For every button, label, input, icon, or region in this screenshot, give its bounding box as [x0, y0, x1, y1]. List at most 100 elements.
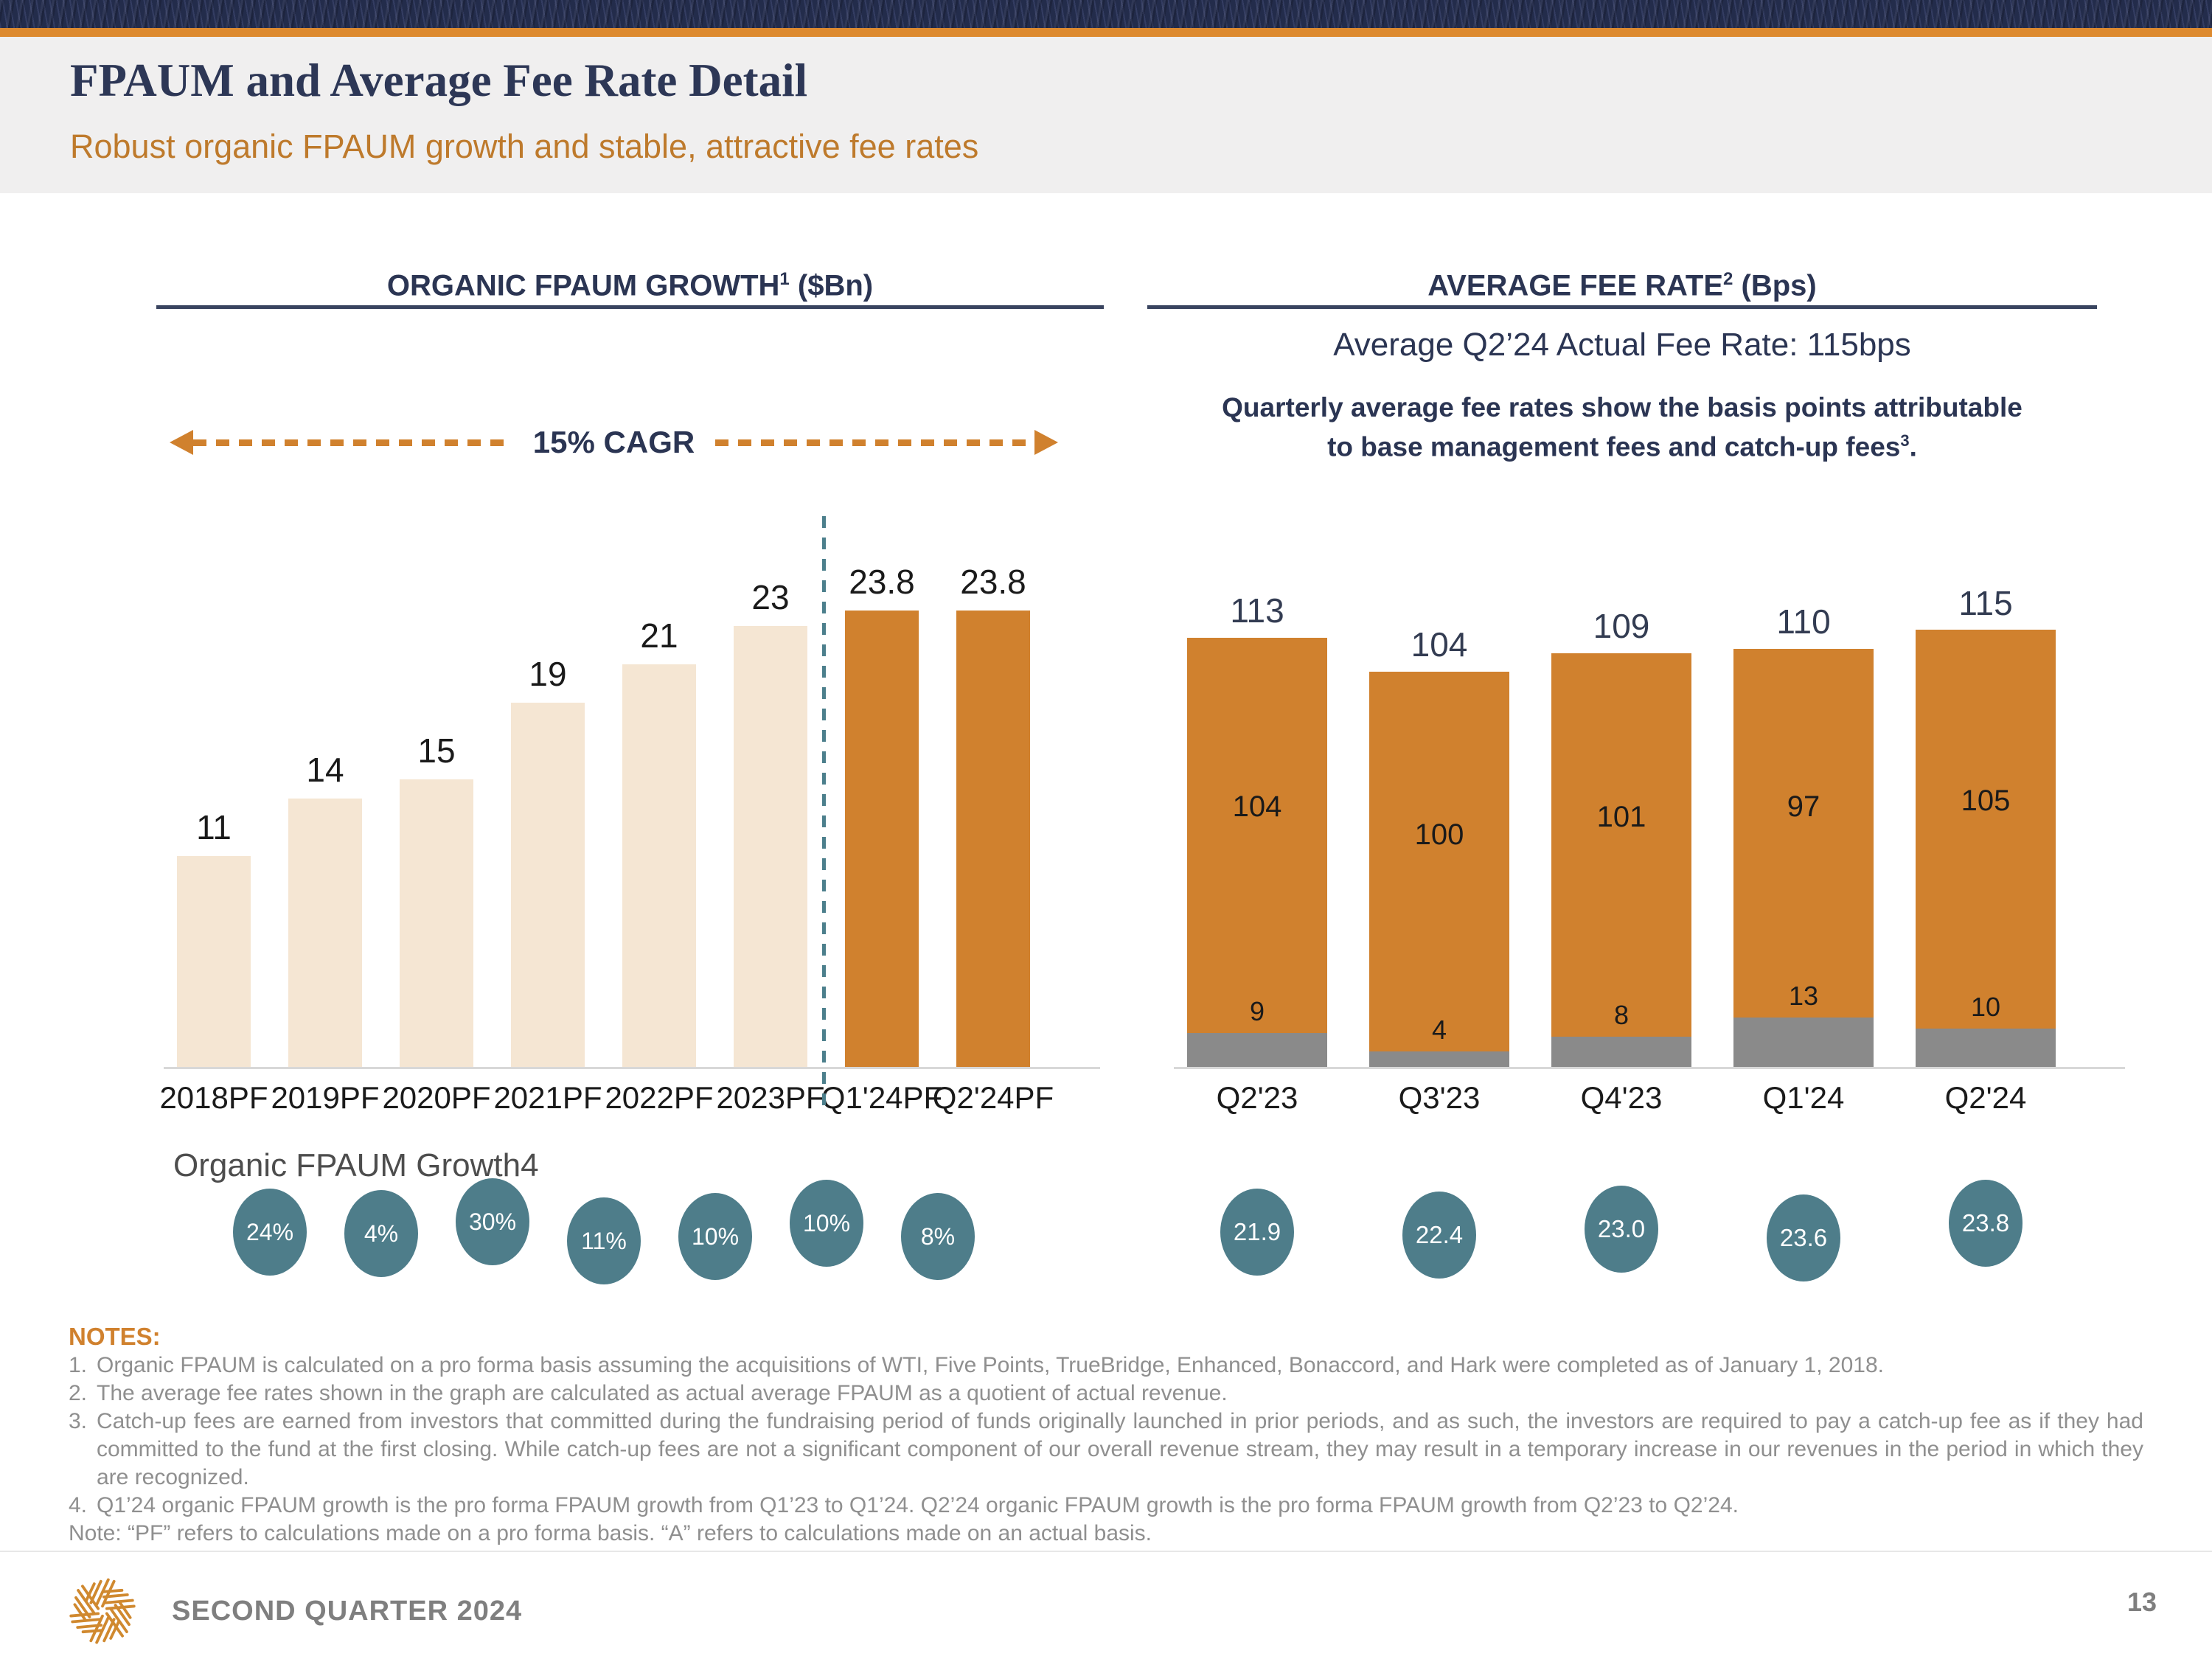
bar-value: 23: [751, 578, 790, 616]
organic-fpaum-chart-plot: 11 2018PF 14 2019PF 15 2020PF 19 2021PF 21 2022PF…: [159, 563, 1106, 1143]
growth-rate-circle: 10%: [790, 1180, 863, 1267]
note-item: 2. The average fee rates shown in the gra…: [69, 1380, 2143, 1408]
company-logo: [61, 1568, 144, 1655]
x-axis-label: 2019PF: [271, 1080, 380, 1115]
note-text: Catch-up fees are earned from investors …: [97, 1409, 2143, 1489]
total-fee-label: 113: [1230, 591, 1284, 630]
note-number: 2.: [69, 1381, 88, 1405]
note-item: Note: “PF” refers to calculations made o…: [69, 1520, 2143, 1548]
footnote-ref-2: 2: [1723, 269, 1733, 289]
left-chart-title: ORGANIC FPAUM GROWTH1 ($Bn): [156, 262, 1104, 302]
total-fee-label: 115: [1958, 584, 2013, 622]
bar-Q2'24PF: [956, 611, 1030, 1067]
growth-rate-circle: 10%: [678, 1193, 752, 1280]
base-fee-segment: [1551, 653, 1691, 1037]
note-number: 4.: [69, 1493, 88, 1517]
note-item: 1. Organic FPAUM is calculated on a pro f…: [69, 1352, 2143, 1380]
bar-2019PF: [288, 799, 362, 1067]
bar-value: 23.8: [849, 563, 915, 601]
note-number: 3.: [69, 1409, 88, 1433]
bar-2018PF: [177, 856, 251, 1067]
bar-2022PF: [622, 664, 696, 1067]
growth-rate-circle: 30%: [456, 1178, 529, 1265]
note-text: The average fee rates shown in the graph…: [97, 1381, 1228, 1405]
left-chart-title-rule: [156, 305, 1104, 309]
footnote-ref-1: 1: [779, 269, 790, 289]
x-axis-label: 2022PF: [605, 1080, 714, 1115]
total-fee-label: 104: [1411, 625, 1468, 664]
pro-forma-separator-dashed-line: [822, 516, 826, 1106]
right-chart-baseline: [1174, 1067, 2125, 1069]
x-axis-label: Q3'23: [1398, 1080, 1481, 1115]
arrow-right-icon: [1034, 430, 1058, 455]
left-chart-baseline: [164, 1067, 1100, 1069]
average-fpaum-circle: 23.0: [1585, 1186, 1658, 1273]
average-fee-rate-chart-plot: 113 104 9 Q2'23 104 100 4 Q3'23 109 101 8 Q4'23 110 9…: [1174, 568, 2131, 1143]
base-fee-segment: [1916, 630, 2056, 1029]
arrow-left-icon: [170, 430, 193, 455]
cagr-dashed-line-left: [193, 439, 512, 446]
actual-fee-rate-line: Average Q2’24 Actual Fee Rate: 115bps: [1333, 327, 1911, 363]
left-chart-title-text: ORGANIC FPAUM GROWTH: [386, 269, 780, 302]
bar-Q1'24PF: [845, 611, 919, 1067]
bar-value: 14: [306, 751, 344, 789]
x-axis-label: 2020PF: [382, 1080, 491, 1115]
top-banner: [0, 0, 2212, 28]
note-item: 4. Q1’24 organic FPAUM growth is the pro …: [69, 1492, 2143, 1520]
x-axis-label: Q2'24: [1944, 1080, 2027, 1115]
bar-2021PF: [511, 703, 585, 1067]
fee-rate-explainer-line2: to base management fees and catch-up fee…: [1147, 424, 2097, 463]
catchup-fee-segment: [1187, 1033, 1327, 1067]
starburst-logo-icon: [66, 1578, 139, 1644]
average-fpaum-circle: 21.9: [1220, 1189, 1294, 1276]
catchup-fee-label: 9: [1249, 996, 1265, 1026]
base-fee-segment: [1369, 672, 1509, 1051]
growth-rate-circle: 4%: [344, 1190, 418, 1277]
catchup-fee-label: 4: [1431, 1015, 1447, 1045]
bar-value: 15: [417, 731, 456, 770]
base-fee-segment: [1187, 638, 1327, 1033]
bar-2023PF: [734, 626, 807, 1067]
left-chart-caption: Organic FPAUM Growth4: [173, 1147, 539, 1183]
right-chart-title-rule: [1147, 305, 2097, 309]
page-subtitle: Robust organic FPAUM growth and stable, …: [70, 128, 979, 165]
bar-value: 23.8: [960, 563, 1026, 601]
left-chart-title-unit: ($Bn): [789, 269, 874, 302]
cagr-label: 15% CAGR: [532, 425, 695, 459]
base-fee-label: 104: [1232, 790, 1282, 823]
note-text: Q1’24 organic FPAUM growth is the pro fo…: [97, 1493, 1739, 1517]
average-fpaum-circle: 23.8: [1949, 1180, 2023, 1267]
catchup-fee-segment: [1733, 1018, 1874, 1067]
growth-rate-circle: 24%: [233, 1189, 307, 1276]
fpaum-circles-row: 21.9 22.4 23.0 23.6 23.8: [1180, 1177, 2131, 1295]
x-axis-label: Q4'23: [1580, 1080, 1663, 1115]
x-axis-label: Q1'24: [1762, 1080, 1845, 1115]
catchup-fee-label: 13: [1788, 981, 1819, 1011]
catchup-fee-segment: [1369, 1051, 1509, 1067]
growth-rate-circle: 8%: [901, 1193, 975, 1280]
total-fee-label: 110: [1776, 602, 1831, 641]
base-fee-label: 97: [1787, 790, 1820, 823]
notes-heading: NOTES:: [69, 1323, 161, 1350]
x-axis-label: 2018PF: [159, 1080, 268, 1115]
x-axis-label: Q2'24PF: [932, 1080, 1054, 1115]
bar-value: 11: [196, 808, 232, 846]
note-text: Note: “PF” refers to calculations made o…: [69, 1521, 1152, 1545]
x-axis-label: 2023PF: [716, 1080, 825, 1115]
right-chart-title-unit: (Bps): [1733, 269, 1817, 302]
catchup-fee-label: 10: [1970, 992, 2001, 1022]
cagr-dashed-line-right: [715, 439, 1034, 446]
note-item: 3. Catch-up fees are earned from investor…: [69, 1408, 2143, 1492]
total-fee-label: 109: [1593, 607, 1650, 645]
base-fee-label: 101: [1596, 801, 1646, 833]
catchup-fee-segment: [1916, 1029, 2056, 1067]
fee-rate-explainer-line2-text: to base management fees and catch-up fee…: [1327, 431, 1901, 462]
right-chart-title-text: AVERAGE FEE RATE: [1427, 269, 1724, 302]
growth-rate-circle: 11%: [567, 1197, 641, 1284]
x-axis-label: 2021PF: [493, 1080, 602, 1115]
top-accent-bar: [0, 28, 2212, 37]
bar-value: 21: [640, 616, 678, 655]
bar-value: 19: [529, 655, 567, 693]
catchup-fee-segment: [1551, 1037, 1691, 1067]
